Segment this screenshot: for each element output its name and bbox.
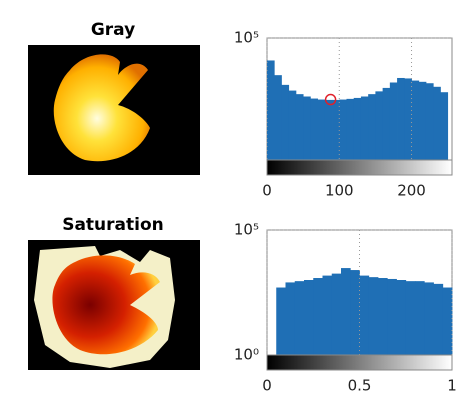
histogram-bar [274,75,282,160]
histogram-bar [332,100,340,160]
histogram-bar [267,60,275,160]
chart-title: Saturation [62,215,164,235]
histogram-bar [286,282,296,355]
histogram-bar [361,97,369,160]
saturation-image [28,240,200,370]
histogram-bar [310,99,318,160]
histogram-bar [433,87,441,160]
x-tick-label: 0.5 [348,377,372,395]
histogram-bar [296,94,304,160]
x-tick-label: 200 [397,182,426,200]
histogram-bar [390,83,398,160]
y-tick-label: 10⁵ [234,221,259,239]
histogram-bar [313,278,323,355]
histogram-bar [404,78,412,160]
histogram-bar [339,100,347,160]
histogram-bar [318,100,326,160]
histogram-bar [360,276,370,355]
histogram-bar [304,280,314,355]
histogram-bar [368,94,376,160]
histogram-bar [378,278,388,355]
histogram-bar [406,281,416,355]
histogram-bar [412,81,420,160]
histogram-bar [443,288,453,355]
histogram-bar [289,91,297,160]
histogram-bar [383,88,391,160]
x-tick-label: 1 [447,377,457,395]
histogram-bar [415,281,425,355]
histogram-bar [276,288,286,355]
x-tick-label: 100 [325,182,354,200]
histogram-bar [350,270,360,355]
histogram-bar [354,98,362,160]
y-tick-label: 10⁰ [234,346,259,364]
histogram-bar [295,281,305,355]
figure: Gray 0 100 200 10⁵ Saturation 0 0.5 1 10⁰ 10⁵ [0,0,469,400]
histogram-bar [303,97,311,160]
histogram-bar [341,268,351,355]
histogram-bar [426,83,434,160]
histogram-bar [397,78,405,160]
histogram-bar [346,99,354,160]
histogram-bar [440,92,448,160]
chart-title: Gray [91,20,135,40]
gray-image [28,45,200,175]
histogram-bar [281,85,289,160]
histogram-bar [332,274,342,355]
colorbar [267,160,452,175]
histogram-bar [387,279,397,355]
histogram-bar [424,282,434,355]
histogram-bar [369,277,379,355]
histogram-bar [325,100,333,160]
histogram-bar [434,284,444,355]
y-tick-label: 10⁵ [234,29,259,47]
histogram-bar [323,276,333,355]
x-tick-label: 0 [262,377,272,395]
histogram-bar [397,280,407,355]
colorbar [267,355,452,370]
histogram-bar [375,91,383,160]
histogram-bar [419,82,427,160]
x-tick-label: 0 [262,182,272,200]
